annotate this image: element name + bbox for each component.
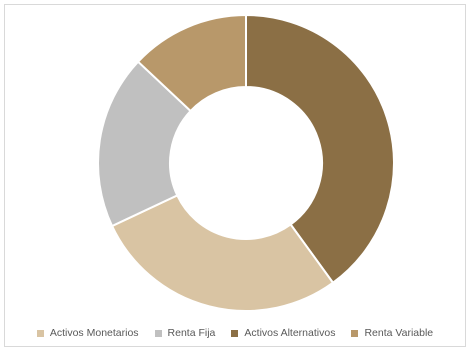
donut-chart — [97, 13, 395, 312]
legend-item-renta-fija: Renta Fija — [154, 327, 216, 339]
legend-label: Activos Monetarios — [49, 327, 139, 339]
slice-renta-fija — [97, 60, 193, 228]
legend-item-renta-variable: Renta Variable — [351, 327, 433, 339]
donut-slices — [97, 13, 395, 312]
chart-legend: Activos Monetarios Renta Fija Activos Alte… — [5, 327, 465, 339]
legend-label: Renta Fija — [167, 327, 216, 339]
legend-swatch — [154, 329, 162, 337]
legend-swatch — [36, 329, 44, 337]
legend-swatch — [351, 329, 359, 337]
legend-item-activos-alternativos: Activos Alternativos — [231, 327, 335, 339]
slice-renta-variable — [136, 13, 247, 113]
legend-swatch — [231, 329, 239, 337]
slice-activos-alternativos — [245, 13, 395, 285]
chart-frame: Activos Monetarios Renta Fija Activos Alte… — [4, 4, 466, 347]
legend-label: Renta Variable — [364, 327, 434, 339]
slice-activos-monetarios — [110, 194, 335, 312]
legend-label: Activos Alternativos — [244, 327, 336, 339]
legend-item-activos-monetarios: Activos Monetarios — [36, 327, 139, 339]
